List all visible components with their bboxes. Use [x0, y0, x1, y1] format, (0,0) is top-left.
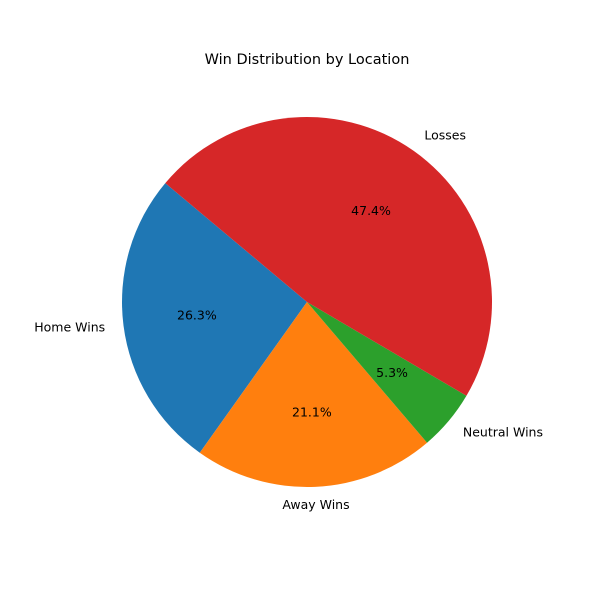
slice-label-neutral-wins: Neutral Wins [463, 424, 543, 439]
pie-slice-home-wins [122, 183, 307, 453]
chart-title: Win Distribution by Location [205, 52, 410, 68]
pie-slice-losses [165, 116, 493, 396]
slice-label-losses: Losses [424, 127, 466, 142]
slice-label-home-wins: Home Wins [34, 319, 105, 334]
slice-percent-losses: 47.4% [351, 203, 391, 218]
pie-slice-away-wins [199, 302, 428, 487]
pie-slices [122, 116, 493, 487]
slice-percent-neutral-wins: 5.3% [376, 365, 408, 380]
pie-slice-neutral-wins [307, 302, 467, 443]
pie-labels: Home Wins 26.3% Away Wins 21.1% Neutral Wins… [34, 127, 543, 512]
slice-percent-away-wins: 21.1% [292, 404, 332, 419]
slice-label-away-wins: Away Wins [282, 497, 349, 512]
slice-percent-home-wins: 26.3% [177, 308, 217, 323]
